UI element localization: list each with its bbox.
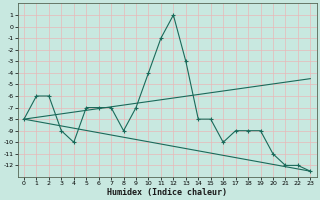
X-axis label: Humidex (Indice chaleur): Humidex (Indice chaleur) — [107, 188, 227, 197]
